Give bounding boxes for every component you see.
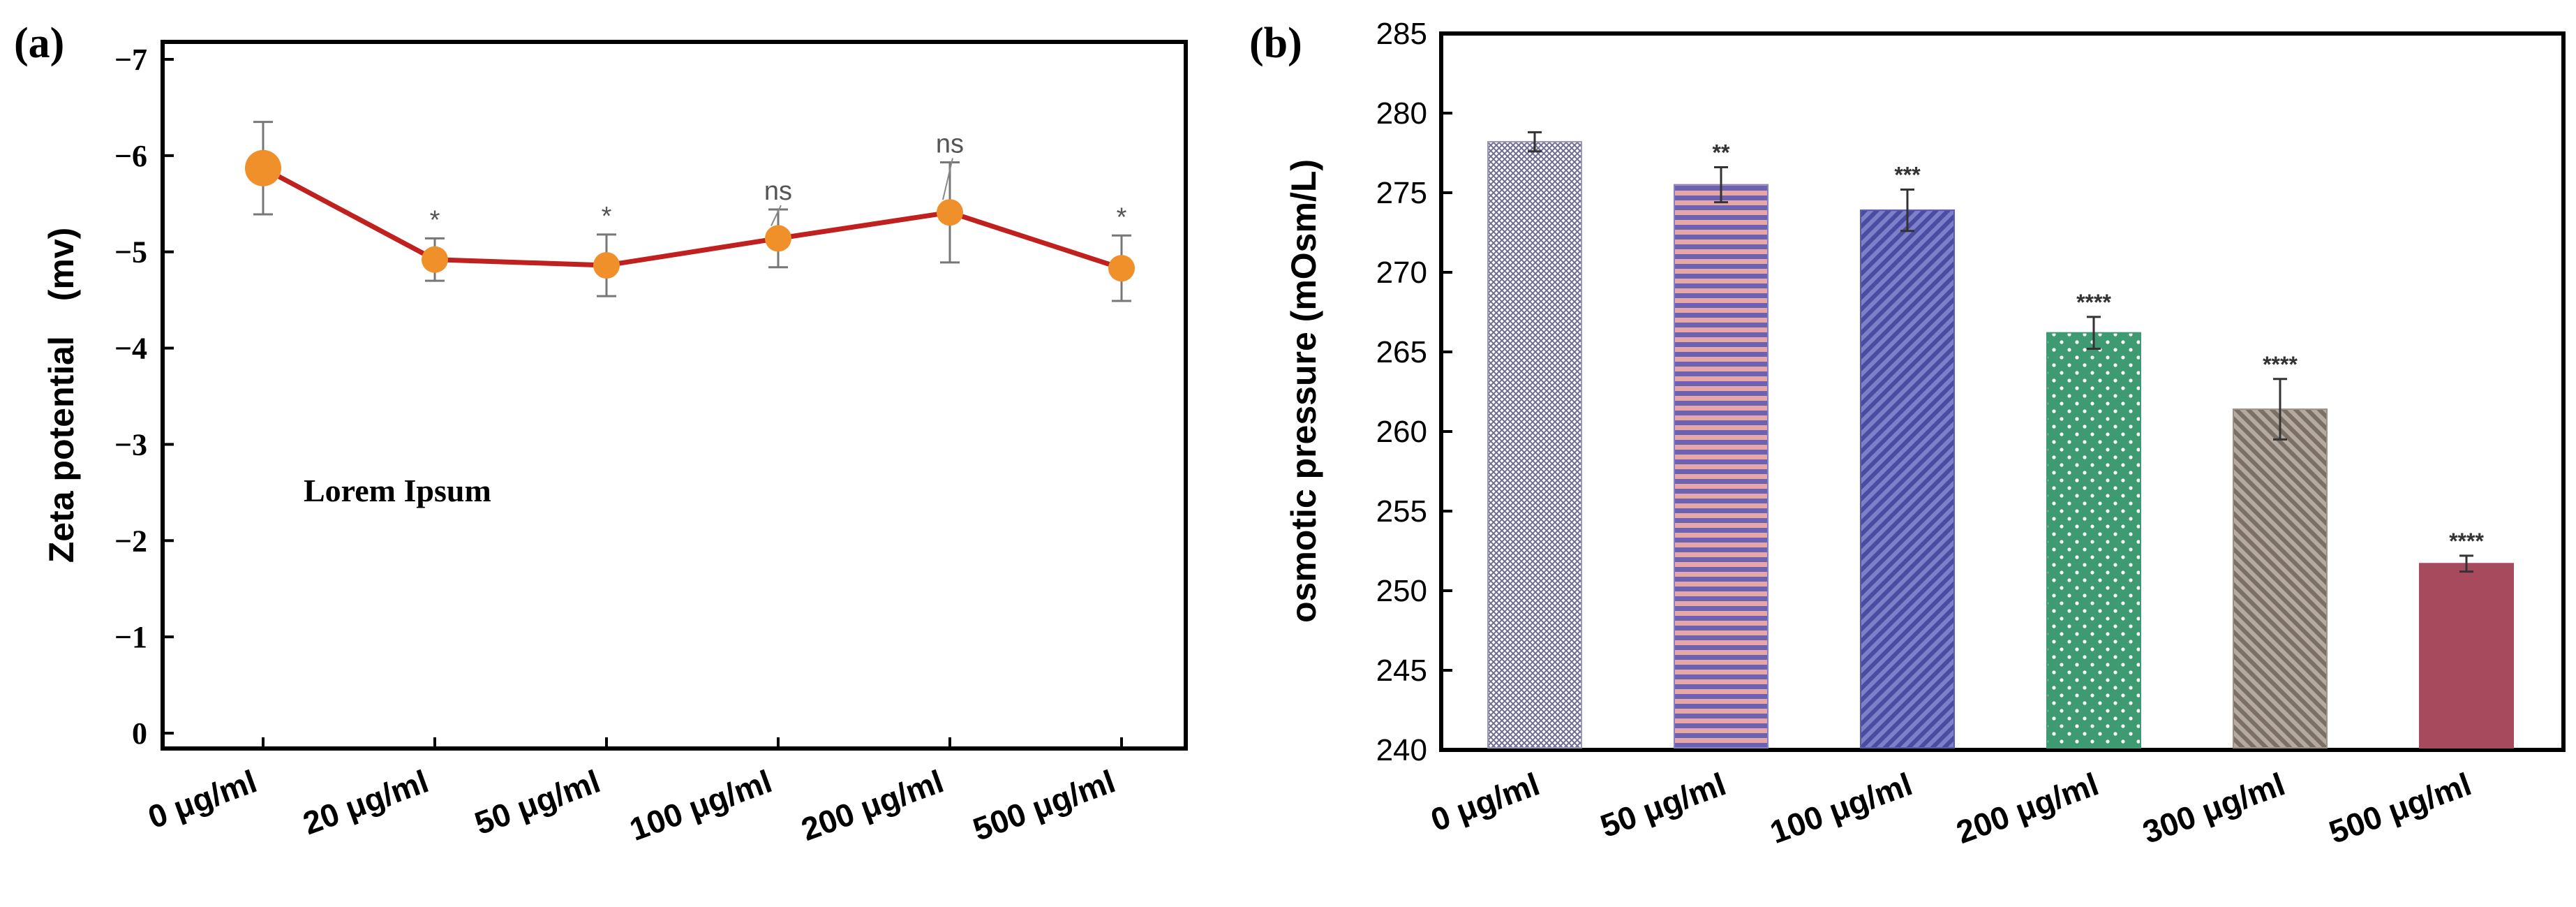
y-tick-label: −6 [114, 139, 147, 173]
data-point [593, 252, 620, 279]
y-tick-label: 250 [1376, 574, 1427, 608]
y-tick-label: −3 [114, 427, 147, 462]
x-tick-label: 500 μg/ml [968, 763, 1119, 848]
significance-label: **** [2076, 290, 2111, 315]
data-point [937, 199, 963, 226]
y-tick-label: 270 [1376, 256, 1427, 290]
y-tick-label: 255 [1376, 494, 1427, 529]
panel-a-y-axis: −7 −6 −5 −4 −3 −2 −1 0 [114, 43, 174, 751]
panel-a-label: (a) [14, 20, 64, 67]
x-tick-label: 50 μg/ml [1595, 766, 1730, 845]
significance-label: *** [1894, 162, 1921, 187]
y-tick-label: 285 [1376, 17, 1427, 51]
significance-label: * [602, 202, 612, 231]
significance-label: * [430, 205, 440, 235]
y-tick-label: 265 [1376, 335, 1427, 369]
y-tick-label: 275 [1376, 176, 1427, 210]
significance-label: **** [2263, 352, 2298, 377]
data-point [422, 246, 448, 273]
panel-a-annotation: Lorem Ipsum [304, 473, 491, 508]
panel-b-bars [1487, 141, 2514, 749]
x-tick-label: 500 μg/ml [2324, 766, 2476, 850]
panel-a-y-axis-label: Zeta potential (mv) [42, 228, 81, 563]
panel-a-error-bars [253, 121, 1131, 302]
y-tick-label: 0 [132, 716, 147, 751]
y-tick-label: 280 [1376, 96, 1427, 131]
bar [2419, 563, 2514, 749]
significance-label: ns [936, 130, 964, 159]
bar [1487, 141, 1582, 749]
x-tick-label: 20 μg/ml [298, 763, 433, 842]
x-tick-label: 100 μg/ml [1765, 766, 1916, 850]
data-point [765, 225, 791, 252]
bar [2046, 332, 2141, 749]
y-tick-label: −1 [114, 620, 147, 654]
y-tick-label: −2 [114, 524, 147, 558]
y-tick-label: −7 [114, 43, 147, 77]
significance-label: **** [2449, 529, 2484, 554]
panel-b-plot-frame [1439, 31, 2566, 752]
data-point [245, 149, 281, 186]
y-tick-label: −5 [114, 235, 147, 270]
significance-leader [942, 158, 953, 200]
panel-b-label: (b) [1249, 20, 1302, 67]
panel-a-plot-frame [161, 40, 1188, 751]
panel-b-error-bars [1528, 131, 2473, 573]
bar [1860, 209, 1955, 749]
panel-a-line-chart: (a) −7 −6 −5 −4 −3 −2 −1 0 0 μg/ml 20 μg/ml 50 μg… [14, 20, 1188, 848]
x-tick-label: 200 μg/ml [796, 763, 948, 848]
significance-leader [770, 205, 782, 226]
x-tick-label: 100 μg/ml [625, 763, 776, 848]
x-tick-label: 200 μg/ml [1951, 766, 2103, 850]
data-point [1108, 255, 1135, 282]
bar [2233, 408, 2328, 749]
y-tick-label: 245 [1376, 654, 1427, 688]
significance-label: ** [1713, 140, 1730, 165]
panel-a-significance: * * ns ns * [430, 130, 1127, 235]
bar [1674, 184, 1769, 749]
x-tick-label: 50 μg/ml [470, 763, 604, 842]
panel-b-y-axis-label: osmotic pressure (mOsm/L) [1284, 159, 1323, 623]
y-tick-label: −4 [114, 332, 147, 366]
significance-label: ns [764, 177, 792, 206]
panel-b-significance: ***************** [1713, 140, 2485, 554]
panel-a-x-axis: 0 μg/ml 20 μg/ml 50 μg/ml 100 μg/ml 200 μg/m… [143, 737, 1123, 848]
panel-b-y-axis: 240 245 250 255 260 265 270 275 280 285 [1376, 17, 1452, 767]
x-tick-label: 300 μg/ml [2138, 766, 2289, 850]
y-tick-label: 260 [1376, 415, 1427, 449]
panel-b-bar-chart: (b) 240 245 250 255 260 265 270 275 280 285 0 μg/… [1249, 17, 2566, 850]
x-tick-label: 0 μg/ml [1426, 766, 1544, 839]
panel-a-series-line [262, 165, 1123, 271]
panel-a-points [245, 149, 1135, 282]
y-tick-label: 240 [1376, 733, 1427, 767]
significance-label: * [1117, 202, 1127, 232]
panel-b-x-axis: 0 μg/ml 50 μg/ml 100 μg/ml 200 μg/ml 300 μg/… [1426, 766, 2476, 850]
x-tick-label: 0 μg/ml [143, 763, 261, 836]
